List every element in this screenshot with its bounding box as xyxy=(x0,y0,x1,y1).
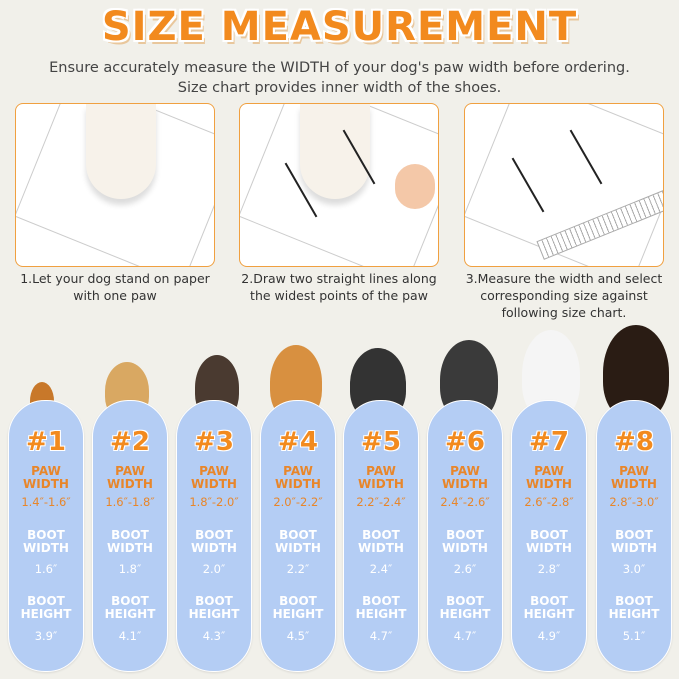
boot-width-value: 2.4″ xyxy=(369,562,393,576)
paw-width-value: 2.2″-2.4″ xyxy=(356,495,406,509)
paw-width-label: PAW WIDTH xyxy=(191,464,237,491)
step-1-caption: 1.Let your dog stand on paper with one pa… xyxy=(20,271,210,303)
size-card-3: #3 PAW WIDTH 1.8″-2.0″ BOOT WIDTH 2.0″ BOO… xyxy=(176,400,252,672)
boot-height-value: 4.5″ xyxy=(286,629,310,643)
boot-width-value: 1.8″ xyxy=(118,562,142,576)
paw-width-value: 2.8″-3.0″ xyxy=(609,495,659,509)
step-2-caption: 2.Draw two straight lines along the wides… xyxy=(241,271,437,303)
boot-height-value: 4.7″ xyxy=(369,629,393,643)
size-number: #3 xyxy=(194,427,234,457)
page-title: SIZE MEASUREMENT xyxy=(101,4,578,50)
paw-width-label: PAW WIDTH xyxy=(23,464,69,491)
step-3-image xyxy=(464,103,664,267)
boot-width-label: BOOT WIDTH xyxy=(611,528,657,555)
paw-width-value: 2.6″-2.8″ xyxy=(524,495,574,509)
step-3-caption: 3.Measure the width and select correspond… xyxy=(465,271,663,320)
paw-illustration xyxy=(300,104,370,199)
paw-width-label: PAW WIDTH xyxy=(442,464,488,491)
paw-width-label: PAW WIDTH xyxy=(275,464,321,491)
boot-height-label: BOOT HEIGHT xyxy=(608,594,660,621)
subtitle-line: Ensure accurately measure the WIDTH of y… xyxy=(49,60,630,76)
boot-height-value: 4.3″ xyxy=(202,629,226,643)
boot-width-value: 2.0″ xyxy=(202,562,226,576)
boot-width-label: BOOT WIDTH xyxy=(275,528,321,555)
boot-height-label: BOOT HEIGHT xyxy=(355,594,407,621)
size-number: #1 xyxy=(26,427,66,457)
size-number: #8 xyxy=(614,427,654,457)
boot-width-value: 2.8″ xyxy=(537,562,561,576)
boot-height-value: 4.9″ xyxy=(537,629,561,643)
paw-width-label: PAW WIDTH xyxy=(107,464,153,491)
paw-width-label: PAW WIDTH xyxy=(611,464,657,491)
paw-width-value: 1.6″-1.8″ xyxy=(105,495,155,509)
subtitle-line: Size chart provides inner width of the s… xyxy=(177,80,502,96)
boot-width-label: BOOT WIDTH xyxy=(442,528,488,555)
boot-width-label: BOOT WIDTH xyxy=(107,528,153,555)
boot-width-label: BOOT WIDTH xyxy=(526,528,572,555)
boot-width-value: 1.6″ xyxy=(34,562,58,576)
step-2-image xyxy=(239,103,439,267)
boot-width-value: 3.0″ xyxy=(622,562,646,576)
hand-with-pencil xyxy=(395,164,435,209)
boot-height-value: 4.7″ xyxy=(453,629,477,643)
boot-height-value: 3.9″ xyxy=(34,629,58,643)
boot-width-label: BOOT WIDTH xyxy=(191,528,237,555)
boot-height-label: BOOT HEIGHT xyxy=(439,594,491,621)
paw-width-value: 2.0″-2.2″ xyxy=(273,495,323,509)
paw-width-label: PAW WIDTH xyxy=(526,464,572,491)
paw-width-label: PAW WIDTH xyxy=(358,464,404,491)
size-card-2: #2 PAW WIDTH 1.6″-1.8″ BOOT WIDTH 1.8″ BOO… xyxy=(92,400,168,672)
size-number: #4 xyxy=(278,427,318,457)
boot-width-label: BOOT WIDTH xyxy=(358,528,404,555)
size-number: #7 xyxy=(529,427,569,457)
size-card-7: #7 PAW WIDTH 2.6″-2.8″ BOOT WIDTH 2.8″ BOO… xyxy=(511,400,587,672)
step-1-image xyxy=(15,103,215,267)
paw-width-value: 1.4″-1.6″ xyxy=(21,495,71,509)
boot-height-value: 5.1″ xyxy=(622,629,646,643)
boot-height-label: BOOT HEIGHT xyxy=(188,594,240,621)
boot-height-value: 4.1″ xyxy=(118,629,142,643)
size-number: #2 xyxy=(110,427,150,457)
boot-height-label: BOOT HEIGHT xyxy=(104,594,156,621)
size-card-5: #5 PAW WIDTH 2.2″-2.4″ BOOT WIDTH 2.4″ BOO… xyxy=(343,400,419,672)
boot-width-value: 2.6″ xyxy=(453,562,477,576)
paw-illustration xyxy=(86,104,156,199)
boot-height-label: BOOT HEIGHT xyxy=(272,594,324,621)
boot-height-label: BOOT HEIGHT xyxy=(20,594,72,621)
boot-height-label: BOOT HEIGHT xyxy=(523,594,575,621)
size-card-8: #8 PAW WIDTH 2.8″-3.0″ BOOT WIDTH 3.0″ BOO… xyxy=(596,400,672,672)
paw-width-value: 1.8″-2.0″ xyxy=(189,495,239,509)
size-card-6: #6 PAW WIDTH 2.4″-2.6″ BOOT WIDTH 2.6″ BOO… xyxy=(427,400,503,672)
size-number: #6 xyxy=(445,427,485,457)
subtitle: Ensure accurately measure the WIDTH of y… xyxy=(0,58,679,98)
paw-width-value: 2.4″-2.6″ xyxy=(440,495,490,509)
size-card-4: #4 PAW WIDTH 2.0″-2.2″ BOOT WIDTH 2.2″ BOO… xyxy=(260,400,336,672)
size-card-1: #1 PAW WIDTH 1.4″-1.6″ BOOT WIDTH 1.6″ BOO… xyxy=(8,400,84,672)
boot-width-label: BOOT WIDTH xyxy=(23,528,69,555)
boot-width-value: 2.2″ xyxy=(286,562,310,576)
size-number: #5 xyxy=(361,427,401,457)
